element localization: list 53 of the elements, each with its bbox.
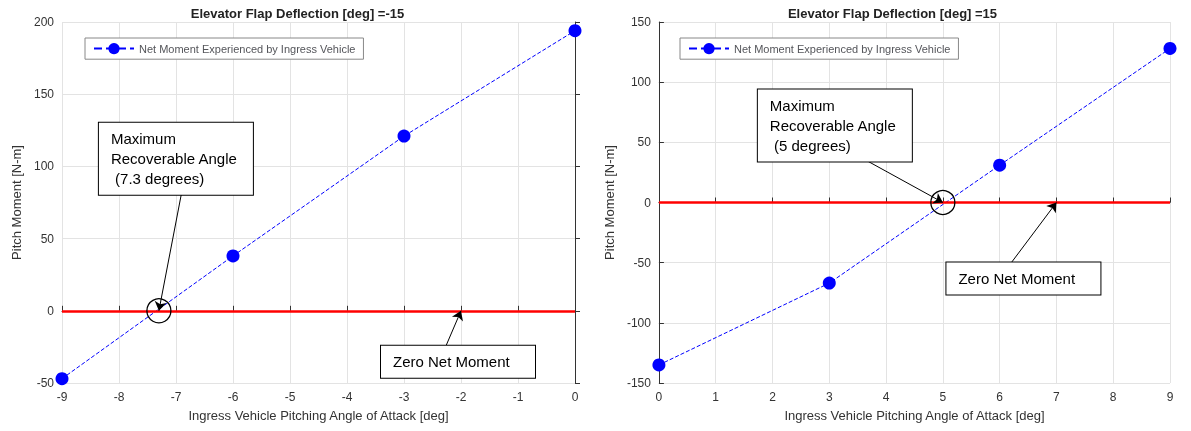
x-tick-label: -8 xyxy=(113,390,125,404)
point xyxy=(993,158,1007,172)
y-tick-label: 200 xyxy=(33,15,55,29)
x-tick-label: 2 xyxy=(769,390,777,404)
y-tick-label: 0 xyxy=(47,303,55,318)
x-tick-label: 4 xyxy=(882,390,890,404)
x-tick-label: -1 xyxy=(512,390,524,404)
y-axis-title: Pitch Moment [N-m] xyxy=(602,145,617,260)
x-tick-label: 9 xyxy=(1166,390,1174,404)
x-tick-label: -9 xyxy=(56,390,68,404)
y-tick-label: 50 xyxy=(637,135,652,150)
point xyxy=(822,276,836,290)
y-tick-label: 150 xyxy=(33,87,55,102)
x-tick-label: -6 xyxy=(227,390,239,404)
point xyxy=(652,358,666,372)
y-tick-label: 0 xyxy=(644,195,652,210)
x-tick-label: 1 xyxy=(712,390,720,404)
y-tick-label: 100 xyxy=(33,159,55,174)
y-tick-label: 100 xyxy=(630,75,652,90)
x-tick-label: -3 xyxy=(398,390,410,404)
x-tick-label: -2 xyxy=(455,390,467,404)
y-axis-title: Pitch Moment [N-m] xyxy=(9,145,25,260)
annotation: Zero Net Moment xyxy=(958,270,1076,287)
y-tick-label: -100 xyxy=(626,315,652,330)
x-axis-title: Ingress Vehicle Pitching Angle of Attack [deg] xyxy=(188,408,449,423)
x-tick-label: 5 xyxy=(939,390,947,404)
point xyxy=(568,24,582,38)
legend-label: Net Moment Experienced by Ingress Vehicle xyxy=(734,42,951,55)
chart-title: Elevator Flap Deflection [deg] =15 xyxy=(787,6,998,21)
point xyxy=(226,249,240,263)
x-tick-label: 3 xyxy=(825,390,833,404)
point xyxy=(1163,41,1177,55)
legend-label: Net Moment Experienced by Ingress Vehicle xyxy=(139,42,356,55)
annotation: Zero Net Moment xyxy=(393,353,511,371)
x-axis-title: Ingress Vehicle Pitching Angle of Attack [deg] xyxy=(784,408,1045,423)
y-tick-label: 150 xyxy=(630,15,652,29)
x-tick-label: 8 xyxy=(1109,390,1117,404)
y-tick-label: 50 xyxy=(40,231,55,246)
annotation: Maximum Recoverable Angle (5 degrees) xyxy=(769,97,896,154)
x-tick-label: -7 xyxy=(170,390,182,404)
y-tick-label: -50 xyxy=(633,255,652,270)
annotation: Maximum Recoverable Angle (7.3 degrees) xyxy=(110,130,237,188)
x-tick-label: -5 xyxy=(284,390,296,404)
y-tick-label: -50 xyxy=(36,376,55,390)
x-tick-label: 0 xyxy=(655,390,663,404)
x-tick-label: -4 xyxy=(341,390,353,404)
x-tick-label: 6 xyxy=(996,390,1004,404)
point xyxy=(55,372,69,386)
x-tick-label: 7 xyxy=(1053,390,1061,404)
point xyxy=(397,129,411,143)
chart-title: Elevator Flap Deflection [deg] =-15 xyxy=(190,6,405,21)
x-tick-label: 0 xyxy=(571,390,579,404)
y-tick-label: -150 xyxy=(626,376,652,390)
